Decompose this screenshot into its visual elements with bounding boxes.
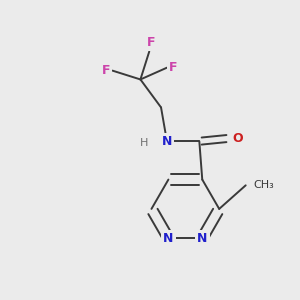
Text: CH₃: CH₃ [253,180,274,190]
Text: N: N [197,232,208,245]
Text: F: F [169,61,178,74]
Text: F: F [102,64,110,77]
Text: F: F [146,36,155,49]
Text: O: O [232,132,243,145]
Text: H: H [140,138,148,148]
Text: N: N [162,135,172,148]
Text: N: N [163,232,174,245]
